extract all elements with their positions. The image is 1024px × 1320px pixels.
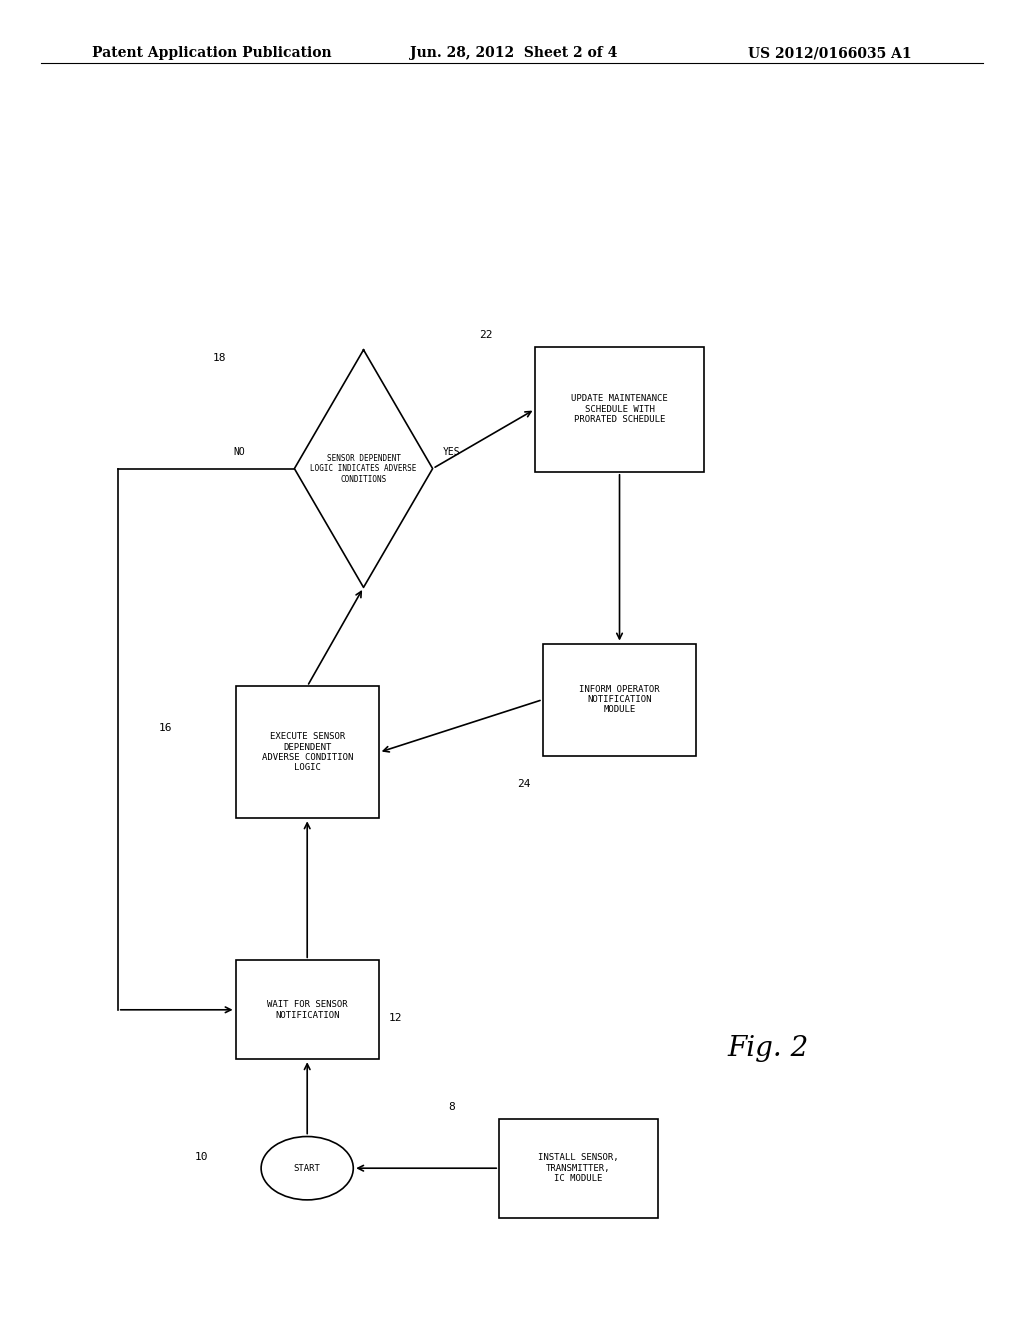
- Text: Patent Application Publication: Patent Application Publication: [92, 46, 332, 61]
- Text: NO: NO: [232, 447, 245, 458]
- Text: 8: 8: [447, 1102, 455, 1111]
- Text: 16: 16: [159, 722, 172, 733]
- Text: INSTALL SENSOR,
TRANSMITTER,
IC MODULE: INSTALL SENSOR, TRANSMITTER, IC MODULE: [539, 1154, 618, 1183]
- Text: 18: 18: [212, 352, 226, 363]
- Ellipse shape: [261, 1137, 353, 1200]
- Bar: [535, 347, 705, 473]
- Text: US 2012/0166035 A1: US 2012/0166035 A1: [748, 46, 911, 61]
- Text: EXECUTE SENSOR
DEPENDENT
ADVERSE CONDITION
LOGIC: EXECUTE SENSOR DEPENDENT ADVERSE CONDITI…: [261, 733, 353, 772]
- Bar: [236, 686, 379, 818]
- Bar: [236, 961, 379, 1059]
- Bar: [499, 1119, 657, 1217]
- Text: Fig. 2: Fig. 2: [727, 1035, 809, 1063]
- Polygon shape: [295, 350, 432, 587]
- Text: 24: 24: [517, 779, 530, 789]
- Text: YES: YES: [442, 447, 461, 458]
- Text: 22: 22: [478, 330, 493, 341]
- Text: Jun. 28, 2012  Sheet 2 of 4: Jun. 28, 2012 Sheet 2 of 4: [410, 46, 617, 61]
- Text: 12: 12: [389, 1012, 402, 1023]
- Text: INFORM OPERATOR
NOTIFICATION
MODULE: INFORM OPERATOR NOTIFICATION MODULE: [580, 685, 659, 714]
- Text: 10: 10: [195, 1151, 208, 1162]
- Text: WAIT FOR SENSOR
NOTIFICATION: WAIT FOR SENSOR NOTIFICATION: [267, 1001, 347, 1019]
- Text: START: START: [294, 1164, 321, 1172]
- Text: UPDATE MAINTENANCE
SCHEDULE WITH
PRORATED SCHEDULE: UPDATE MAINTENANCE SCHEDULE WITH PRORATE…: [571, 395, 668, 424]
- Text: SENSOR DEPENDENT
LOGIC INDICATES ADVERSE
CONDITIONS: SENSOR DEPENDENT LOGIC INDICATES ADVERSE…: [310, 454, 417, 483]
- Bar: [543, 644, 696, 755]
